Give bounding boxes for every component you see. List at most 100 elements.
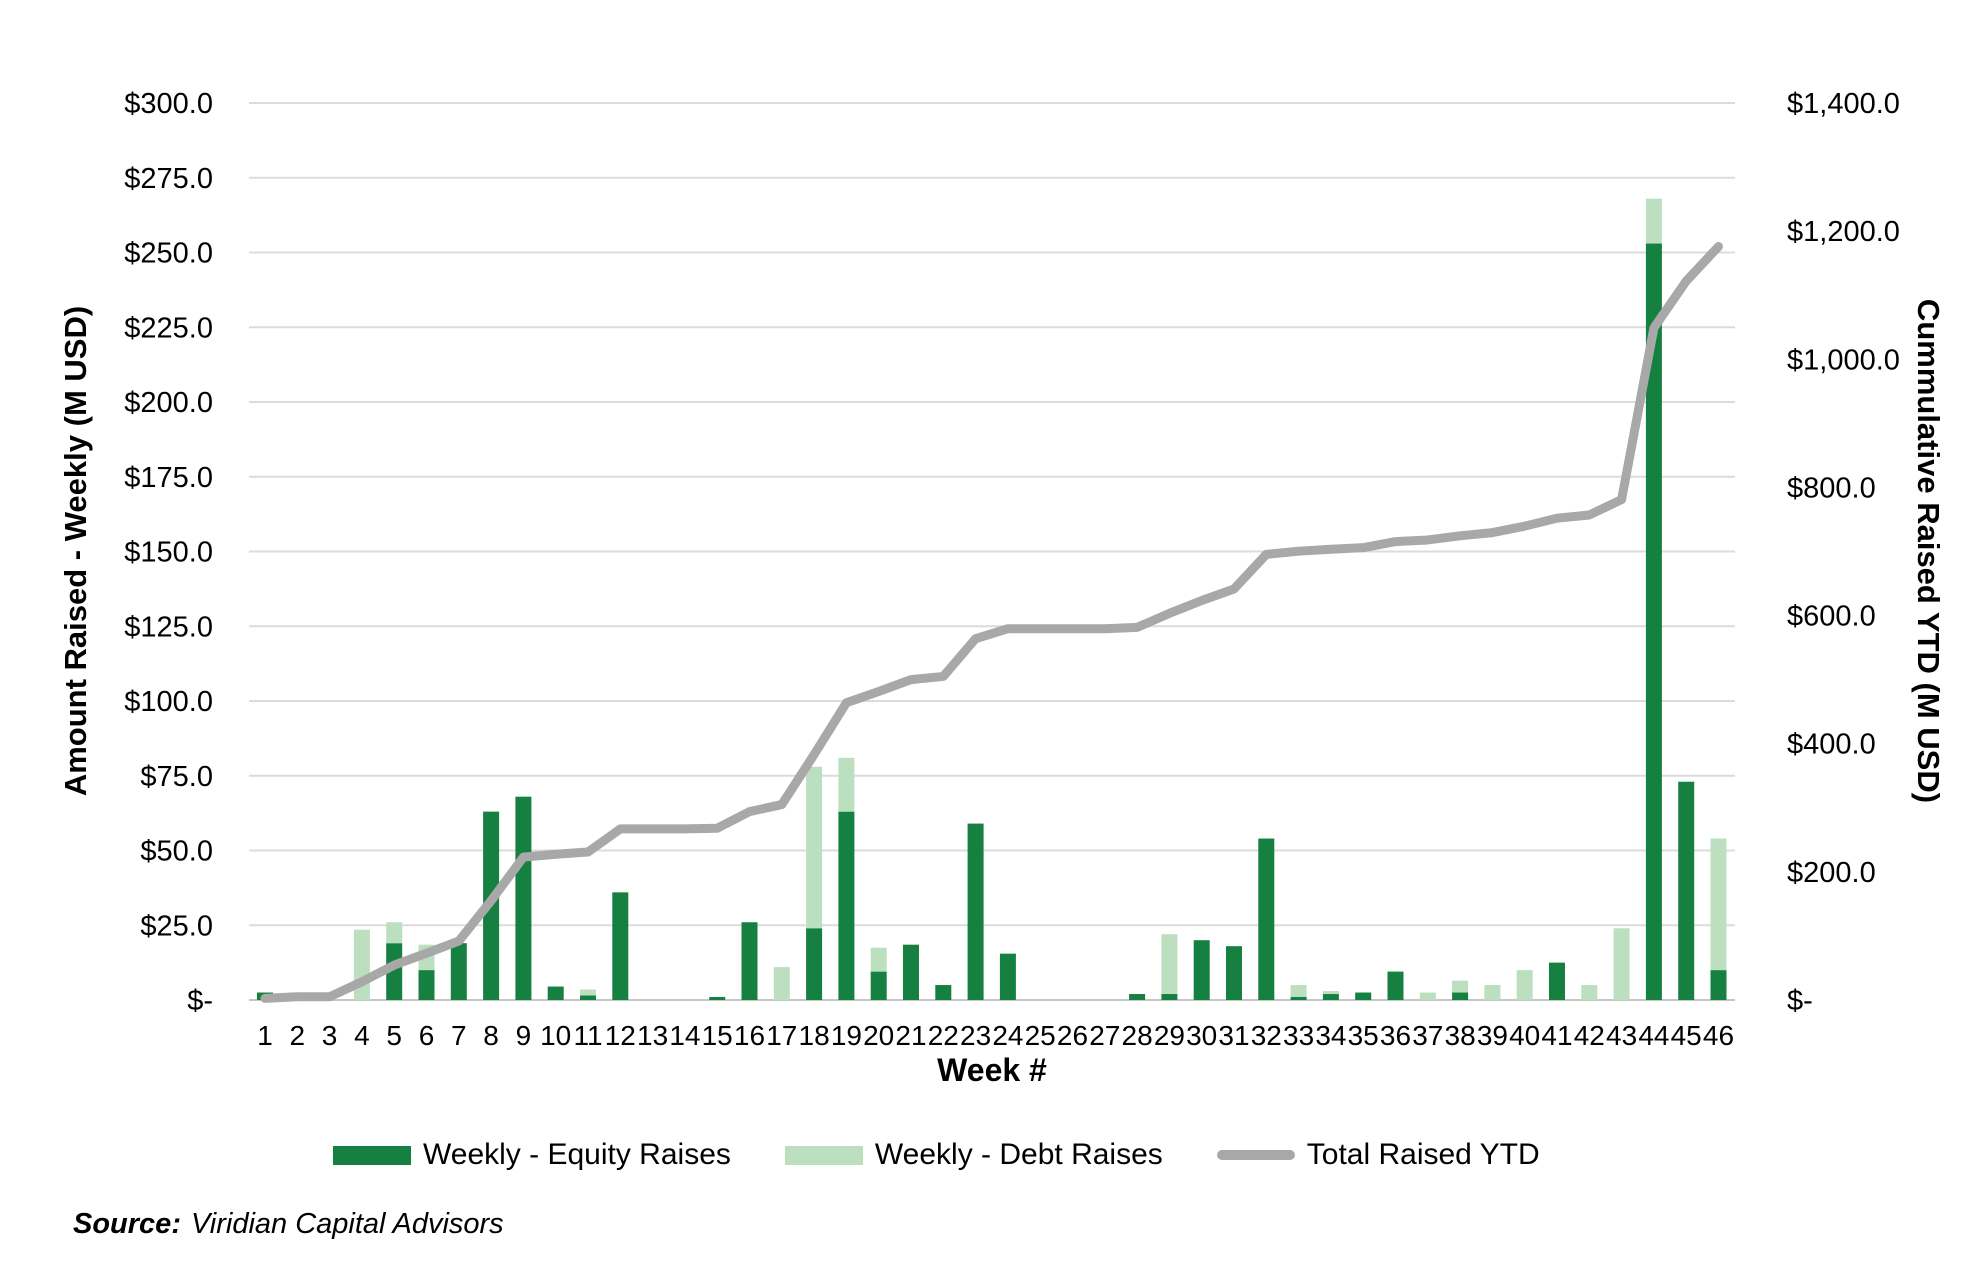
week-label: 19 <box>831 1020 862 1051</box>
right-axis-title: Cummulative Raised YTD (M USD) <box>1911 298 1946 804</box>
debt-bar-week-33 <box>1290 985 1307 998</box>
week-label: 5 <box>386 1020 402 1051</box>
week-label: 15 <box>702 1020 733 1051</box>
equity-bar-week-16 <box>741 922 758 1000</box>
debt-bar-week-4 <box>353 929 370 1000</box>
equity-bar-week-29 <box>1161 994 1178 1000</box>
equity-bar-week-38 <box>1452 992 1469 1000</box>
week-label: 44 <box>1638 1020 1669 1051</box>
left-tick-label: $275.0 <box>124 163 213 195</box>
left-tick-label: $200.0 <box>124 387 213 419</box>
ytd-line-swatch-icon <box>1216 1150 1295 1160</box>
week-label: 8 <box>483 1020 499 1051</box>
equity-bar-week-28 <box>1129 994 1146 1000</box>
equity-bar-week-22 <box>935 985 952 1000</box>
ytd-line <box>260 242 1723 1003</box>
debt-bar-week-44 <box>1645 198 1662 244</box>
left-tick-label: $150.0 <box>124 537 213 569</box>
week-label: 43 <box>1606 1020 1637 1051</box>
legend-item-ytd: Total Raised YTD <box>1216 1138 1540 1172</box>
debt-bar-week-37 <box>1419 992 1436 1000</box>
equity-bar-week-46 <box>1710 970 1727 1000</box>
equity-bar-week-32 <box>1258 838 1275 1000</box>
week-label: 26 <box>1057 1020 1088 1051</box>
right-tick-label: $- <box>1787 985 1813 1017</box>
week-label: 32 <box>1251 1020 1282 1051</box>
week-label: 35 <box>1348 1020 1379 1051</box>
week-label: 28 <box>1122 1020 1153 1051</box>
week-label: 18 <box>799 1020 830 1051</box>
debt-bar-week-43 <box>1613 928 1630 1000</box>
right-tick-label: $400.0 <box>1787 729 1876 761</box>
equity-bar-week-44 <box>1645 243 1662 1000</box>
left-tick-label: $125.0 <box>124 611 213 643</box>
week-label: 46 <box>1703 1020 1734 1051</box>
legend-label-debt: Weekly - Debt Raises <box>874 1138 1163 1171</box>
left-tick-label: $- <box>187 985 213 1017</box>
source-text: Viridian Capital Advisors <box>190 1208 504 1240</box>
left-tick-label: $225.0 <box>124 312 213 344</box>
week-label: 45 <box>1671 1020 1702 1051</box>
right-tick-label: $800.0 <box>1787 472 1876 504</box>
left-tick-label: $25.0 <box>140 910 213 942</box>
week-label: 7 <box>451 1020 467 1051</box>
week-label: 22 <box>928 1020 959 1051</box>
equity-bar-week-31 <box>1226 946 1242 1000</box>
legend-item-debt: Weekly - Debt Raises <box>784 1138 1163 1172</box>
equity-bar-week-15 <box>709 997 726 1000</box>
week-label: 3 <box>322 1020 338 1051</box>
week-label: 12 <box>605 1020 636 1051</box>
legend-item-equity: Weekly - Equity Raises <box>333 1138 731 1172</box>
week-label: 25 <box>1025 1020 1056 1051</box>
week-label: 33 <box>1283 1020 1314 1051</box>
week-label: 34 <box>1315 1020 1346 1051</box>
week-label: 14 <box>669 1020 700 1051</box>
debt-bar-week-38 <box>1452 980 1469 993</box>
equity-bar-week-10 <box>547 986 564 1000</box>
week-label: 4 <box>354 1020 370 1051</box>
debt-bar-week-39 <box>1484 985 1501 1000</box>
debt-bar-week-42 <box>1581 985 1598 1000</box>
equity-bar-week-45 <box>1678 781 1695 1000</box>
equity-bar-week-34 <box>1322 994 1339 1000</box>
right-tick-label: $600.0 <box>1787 601 1876 633</box>
debt-swatch-icon <box>784 1145 863 1165</box>
week-label: 1 <box>257 1020 273 1051</box>
week-label: 41 <box>1541 1020 1572 1051</box>
equity-bar-week-36 <box>1387 971 1404 1000</box>
right-tick-label: $1,000.0 <box>1787 344 1900 376</box>
equity-bar-week-18 <box>806 928 823 1000</box>
legend-label-equity: Weekly - Equity Raises <box>423 1138 731 1171</box>
legend-label-ytd: Total Raised YTD <box>1306 1138 1540 1171</box>
right-tick-label: $200.0 <box>1787 857 1876 889</box>
equity-bar-week-19 <box>838 811 855 1000</box>
week-label: 30 <box>1186 1020 1217 1051</box>
equity-bar-week-30 <box>1193 940 1210 1000</box>
right-tick-label: $1,400.0 <box>1787 88 1900 120</box>
debt-bar-week-29 <box>1161 934 1178 995</box>
week-label: 21 <box>895 1020 926 1051</box>
equity-bar-week-33 <box>1290 997 1307 1000</box>
equity-bar-week-12 <box>612 892 629 1000</box>
debt-bar-week-5 <box>386 922 403 944</box>
right-tick-label: $1,200.0 <box>1787 216 1900 248</box>
week-label: 11 <box>573 1020 602 1051</box>
left-tick-label: $175.0 <box>124 462 213 494</box>
week-label: 38 <box>1445 1020 1476 1051</box>
equity-bar-week-20 <box>870 971 887 1000</box>
source-label: Source: <box>73 1208 181 1240</box>
week-label: 31 <box>1218 1020 1249 1051</box>
week-label: 17 <box>766 1020 797 1051</box>
equity-swatch-icon <box>333 1145 411 1165</box>
week-label: 10 <box>540 1020 571 1051</box>
week-label: 27 <box>1089 1020 1120 1051</box>
week-label: 2 <box>290 1020 306 1051</box>
equity-bar-week-35 <box>1355 992 1372 1000</box>
week-label: 9 <box>516 1020 532 1051</box>
equity-bar-week-24 <box>999 953 1016 1000</box>
debt-bar-week-17 <box>773 967 790 1000</box>
week-label: 37 <box>1412 1020 1443 1051</box>
debt-bar-week-19 <box>838 757 855 812</box>
